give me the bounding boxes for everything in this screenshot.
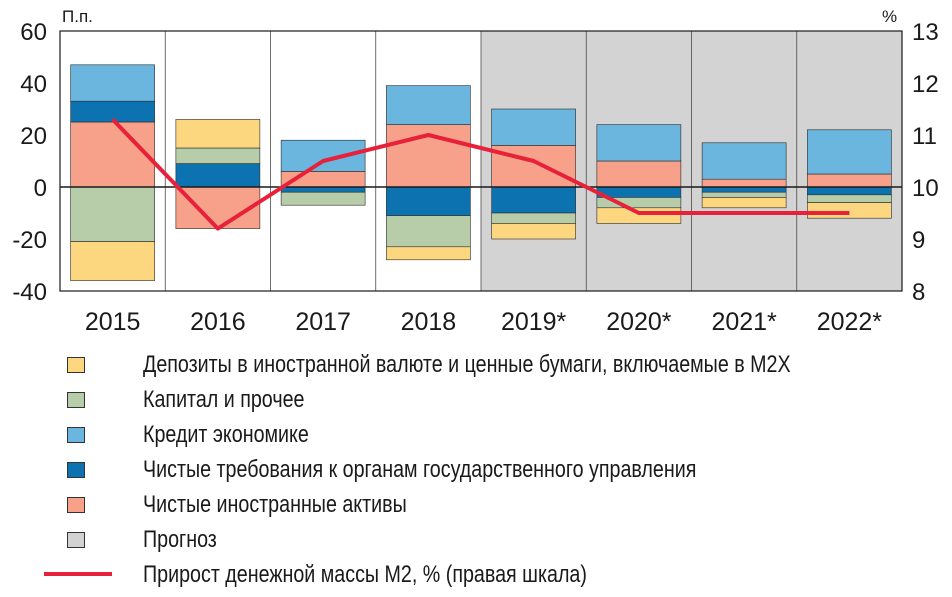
category-label: 2017: [295, 308, 351, 336]
left-tick-label: -40: [12, 279, 47, 306]
bar-segment: [701, 142, 787, 180]
bar-segment: [386, 186, 471, 216]
bar-segment: [807, 202, 892, 219]
category-label: 2021*: [711, 308, 777, 336]
left-tick-label: 60: [20, 19, 47, 46]
bar-segment: [175, 147, 261, 164]
left-tick-label: 20: [20, 123, 47, 150]
bar-segment: [175, 119, 261, 149]
legend-label: Чистые иностранные активы: [143, 491, 407, 518]
legend-label: Чистые требования к органам государствен…: [143, 456, 697, 483]
bar-segment: [175, 163, 261, 188]
bar-segment: [491, 108, 576, 146]
bar-segment: [70, 186, 155, 242]
left-axis-unit: П.п.: [62, 7, 93, 26]
category-label: 2018: [401, 308, 457, 336]
legend-swatch: [67, 462, 85, 478]
right-tick-label: 9: [912, 227, 925, 254]
legend-item: Чистые иностранные активы: [0, 490, 952, 520]
bar-segment: [386, 246, 471, 261]
bar-segment: [280, 139, 366, 172]
bar-segment: [491, 145, 576, 188]
category-label: 2022*: [817, 308, 883, 336]
bar-segment: [701, 191, 787, 198]
legend-swatch: [67, 357, 85, 373]
legend-label: Прогноз: [143, 526, 217, 553]
x-axis: 2015 2016 2017 2018 2019* 2020* 2021* 2022*: [85, 308, 882, 336]
legend-item: Прогноз: [0, 525, 952, 555]
legend-swatch: [67, 427, 85, 443]
bar-segment: [70, 100, 155, 123]
bar-segment: [596, 186, 682, 198]
legend-label: Депозиты в иностранной валюте и ценные б…: [143, 351, 791, 378]
legend-item: Чистые требования к органам государствен…: [0, 455, 952, 485]
category-label: 2019*: [501, 308, 567, 336]
legend-label: Кредит экономике: [143, 421, 309, 448]
bar-segment: [596, 124, 682, 162]
category-separators: [164, 31, 798, 291]
bar-segment: [491, 223, 576, 240]
legend-line-swatch: [44, 572, 112, 576]
legend-label: Капитал и прочее: [143, 386, 305, 413]
bar-segment: [70, 241, 155, 281]
bar-segment: [70, 121, 155, 188]
bar-segment: [807, 173, 892, 188]
bar-segment: [491, 186, 576, 214]
legend-swatch: [67, 497, 85, 513]
bar-segment: [386, 85, 471, 125]
bar-segment: [701, 186, 787, 193]
bar-segment: [280, 191, 366, 206]
bar-segment: [701, 178, 787, 188]
legend-item: Кредит экономике: [0, 420, 952, 450]
right-tick-label: 10: [912, 175, 939, 202]
bar-segment: [807, 186, 892, 196]
category-label: 2015: [85, 308, 141, 336]
m2-growth-line: [111, 118, 850, 231]
left-tick-label: -20: [12, 227, 47, 254]
left-tick-label: 40: [20, 71, 47, 98]
right-axis: 13 12 11 10 9 8: [912, 19, 939, 306]
bar-segment: [596, 207, 682, 224]
legend-item: Капитал и прочее: [0, 385, 952, 415]
right-axis-unit: %: [882, 7, 897, 26]
left-axis: 60 40 20 0 -20 -40: [12, 19, 47, 306]
legend-label: Прирост денежной массы М2, % (правая шка…: [143, 561, 587, 588]
bars: [70, 64, 892, 281]
bar-segment: [807, 129, 892, 175]
left-tick-label: 0: [34, 175, 47, 202]
m2-growth-polyline: [111, 118, 850, 231]
legend-swatch: [67, 532, 85, 548]
right-tick-label: 11: [912, 123, 937, 150]
bar-segment: [280, 186, 366, 193]
bar-segment: [596, 160, 682, 188]
bar-segment: [70, 64, 155, 102]
bar-segment: [175, 186, 261, 229]
right-tick-label: 8: [912, 279, 925, 306]
right-tick-label: 12: [912, 71, 939, 98]
right-tick-label: 13: [912, 19, 939, 46]
bar-segment: [386, 215, 471, 248]
bar-segment: [701, 197, 787, 209]
category-label: 2016: [190, 308, 246, 336]
category-label: 2020*: [606, 308, 672, 336]
bar-segment: [807, 194, 892, 203]
legend-swatch: [67, 392, 85, 408]
plot-frame: [59, 30, 903, 292]
legend-item: Депозиты в иностранной валюте и ценные б…: [0, 350, 952, 380]
bar-segment: [491, 212, 576, 224]
legend-item: Прирост денежной массы М2, % (правая шка…: [0, 560, 952, 590]
